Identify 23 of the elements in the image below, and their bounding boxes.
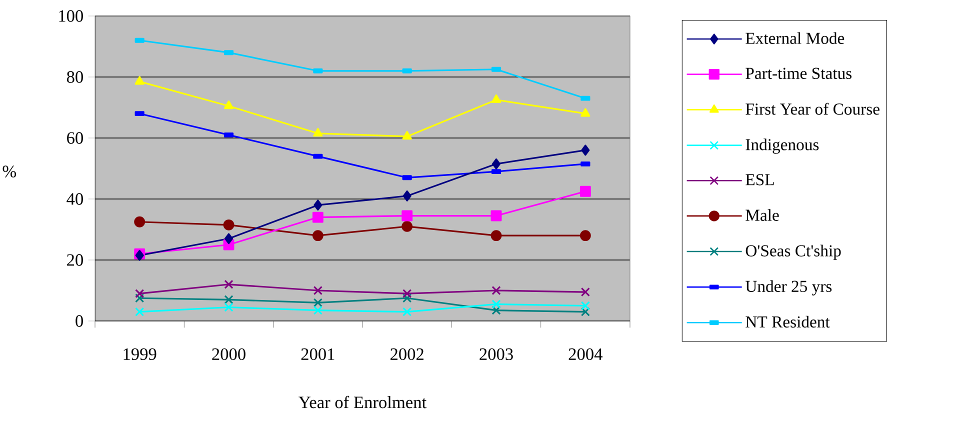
legend-label: O'Seas Ct'ship	[746, 244, 841, 260]
y-tick-label: 0	[76, 315, 83, 327]
y-axis-title: %	[2, 166, 16, 178]
legend-label: First Year of Course	[746, 102, 880, 115]
x-tick-label: 2004	[568, 348, 602, 360]
legend-label: Indigenous	[746, 138, 819, 154]
y-tick-label: 40	[66, 193, 83, 205]
legend-label: Part-time Status	[746, 68, 852, 79]
y-tick-label: 60	[67, 132, 83, 144]
x-tick-label: 2001	[301, 348, 334, 360]
x-tick-label: 1999	[124, 348, 156, 360]
y-tick-label: 100	[59, 10, 83, 22]
x-axis-title: Year of Enrolment	[298, 396, 426, 408]
y-tick-label: 80	[66, 71, 83, 83]
x-tick-label: 2003	[480, 348, 513, 360]
legend-label: Under 25 yrs	[746, 280, 832, 296]
x-tick-label: 2000	[212, 348, 246, 360]
x-tick-label: 2002	[390, 348, 424, 360]
legend-label: NT Resident	[746, 316, 830, 328]
legend-label: External Mode	[746, 32, 844, 44]
legend-label: ESL	[746, 174, 774, 186]
y-tick-label: 20	[67, 254, 83, 266]
legend-label: Male	[746, 209, 779, 221]
